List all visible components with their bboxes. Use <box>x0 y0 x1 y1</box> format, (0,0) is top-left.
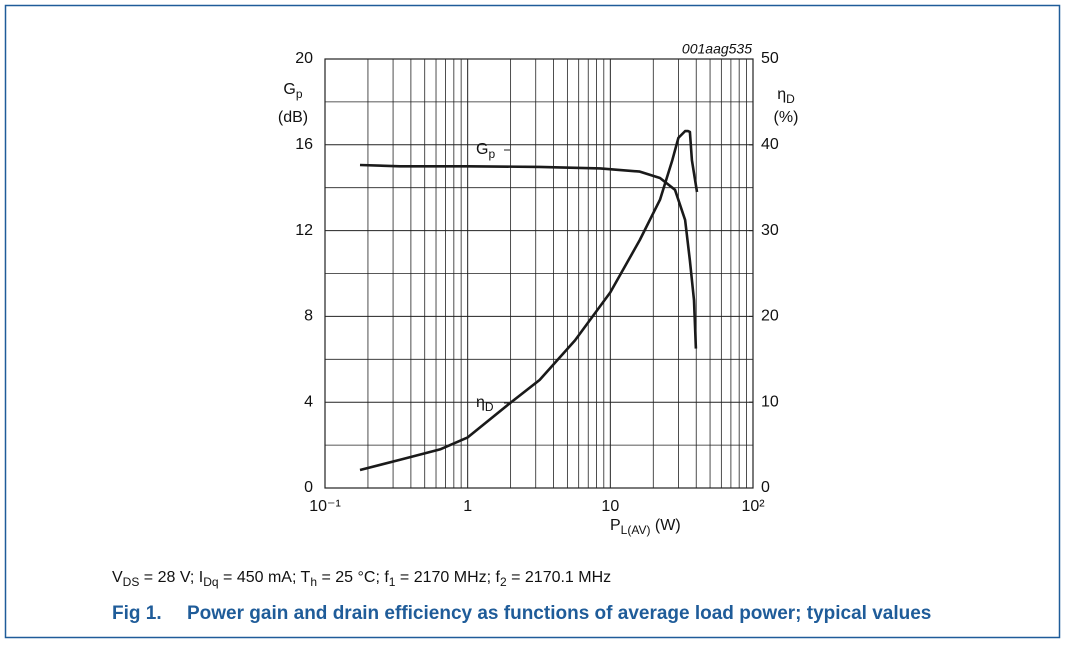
text-part: = 450 mA; T <box>219 569 311 586</box>
y2-tick-label: 10 <box>761 393 779 410</box>
figure-id: 001aag535 <box>682 41 752 57</box>
text-part: (W) <box>650 517 680 534</box>
y-axis-label: Gp <box>283 81 302 101</box>
y-tick-label: 16 <box>295 136 313 153</box>
x-tick-label: 10 <box>601 498 619 515</box>
y-tick-label: 12 <box>295 222 313 239</box>
curve <box>359 129 699 472</box>
y2-tick-label: 50 <box>761 50 779 67</box>
x-tick-label: 1 <box>463 498 472 515</box>
x-axis-label: PL(AV) (W) <box>610 517 681 537</box>
text-part: = 28 V; I <box>139 569 203 586</box>
y-tick-label: 20 <box>295 50 313 67</box>
y2-tick-label: 20 <box>761 308 779 325</box>
subscript: DS <box>123 575 140 589</box>
y2-axis-label: ηD <box>777 86 795 106</box>
x-tick-label: 10² <box>741 498 765 515</box>
y2-tick-label: 30 <box>761 222 779 239</box>
text-part: η <box>476 394 485 411</box>
text-part: = 2170 MHz; f <box>395 569 500 586</box>
y-tick-label: 0 <box>304 479 313 496</box>
plot-frame <box>324 58 754 489</box>
y-tick-label: 8 <box>304 308 313 325</box>
text-part: G <box>283 81 295 98</box>
subscript: p <box>488 147 495 161</box>
y2-tick-label: 0 <box>761 479 770 496</box>
text-part: V <box>112 569 123 586</box>
subscript: D <box>485 400 494 414</box>
y2-tick-label: 40 <box>761 136 779 153</box>
caption-number: Fig 1. <box>112 603 162 624</box>
curve <box>359 163 698 349</box>
text-part: = 25 °C; f <box>317 569 389 586</box>
text-part: P <box>610 517 621 534</box>
x-tick-label: 10⁻¹ <box>309 498 341 515</box>
subscript: L(AV) <box>621 523 651 537</box>
conditions: VDS = 28 V; IDq = 450 mA; Th = 25 °C; f1… <box>112 569 611 589</box>
text-part: η <box>777 86 786 103</box>
subscript: 2 <box>500 575 507 589</box>
curve-label: ηD <box>476 394 494 414</box>
subscript: 1 <box>389 575 396 589</box>
y-tick-label: 4 <box>304 393 313 410</box>
subscript: p <box>296 87 303 101</box>
subscript: Dq <box>203 575 218 589</box>
curve-label: Gp <box>476 141 495 161</box>
figure-frame <box>4 4 1061 639</box>
text-part: G <box>476 141 488 158</box>
subscript: D <box>786 92 795 106</box>
subscript: h <box>310 575 317 589</box>
y-axis-unit: (dB) <box>278 109 308 126</box>
caption-text: Power gain and drain efficiency as funct… <box>187 603 931 624</box>
text-part: = 2170.1 MHz <box>507 569 612 586</box>
y2-axis-unit: (%) <box>774 109 799 126</box>
